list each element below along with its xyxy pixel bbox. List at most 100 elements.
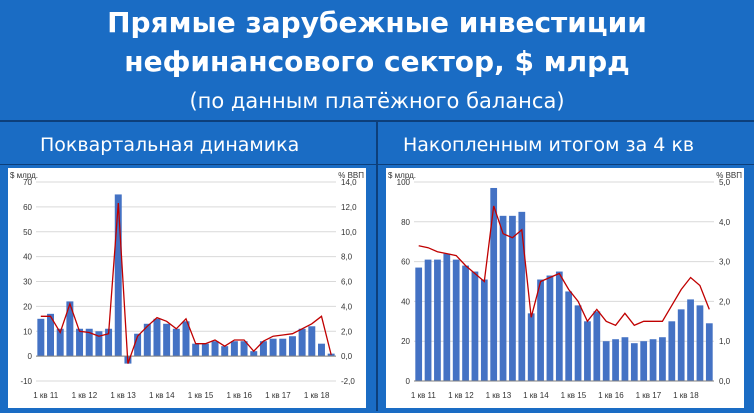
cumulative-bar — [434, 259, 441, 381]
cumulative-x-tick-label: 1 кв 13 — [486, 391, 512, 400]
left-panel-title: Поквартальная динамика — [40, 134, 300, 156]
quarterly-y2-axis-label: % ВВП — [338, 171, 364, 180]
cumulative-gdp-share-line — [418, 205, 710, 327]
panel-divider — [376, 120, 378, 411]
cumulative-bar — [668, 321, 676, 381]
quarterly-y2-tick-label: 2,0 — [341, 327, 353, 336]
cumulative-x-tick-label: 1 кв 15 — [561, 391, 587, 400]
quarterly-bar — [201, 343, 209, 357]
cumulative-y-tick-label: 0 — [406, 377, 411, 386]
quarterly-y2-tick-label: 6,0 — [341, 278, 353, 287]
quarterly-bar — [153, 318, 161, 357]
quarterly-bar — [114, 194, 122, 357]
cumulative-bar — [593, 311, 601, 381]
quarterly-bar — [66, 301, 74, 357]
cumulative-chart: $ млрд. % ВВП 0 20 40 60 80 100 0,0 1,0 2,0 3,0 4,0 5… — [386, 168, 744, 408]
cumulative-x-tick-label: 1 кв 11 — [411, 391, 437, 400]
cumulative-bar — [546, 275, 554, 381]
quarterly-y-tick-label: 70 — [23, 178, 32, 187]
quarterly-bar — [250, 351, 258, 357]
cumulative-y-tick-label: 20 — [401, 337, 410, 346]
quarterly-y2-tick-label: 12,0 — [341, 203, 357, 212]
cumulative-bar — [659, 337, 666, 381]
quarterly-y2-tick-label: 10,0 — [341, 228, 357, 237]
quarterly-y-tick-label: -10 — [20, 377, 32, 386]
cumulative-bar — [415, 267, 423, 381]
cumulative-bar — [490, 187, 498, 381]
quarterly-y2-tick-label: -2,0 — [341, 377, 355, 386]
quarterly-y-tick-label: 50 — [23, 228, 32, 237]
quarterly-gdp-share-line — [40, 203, 332, 364]
cumulative-bar — [574, 305, 582, 381]
quarterly-bar — [85, 328, 93, 357]
cumulative-x-tick-label: 1 кв 18 — [673, 391, 699, 400]
panel-header-divider — [0, 164, 754, 165]
quarterly-x-tick-label: 1 кв 13 — [110, 391, 136, 400]
cumulative-bar — [640, 341, 648, 381]
quarterly-bar — [240, 341, 248, 357]
cumulative-y2-axis-label: % ВВП — [716, 171, 742, 180]
cumulative-bar — [424, 259, 432, 381]
cumulative-y2-tick-label: 3,0 — [719, 258, 731, 267]
quarterly-bar — [211, 341, 219, 357]
quarterly-bar — [143, 323, 151, 357]
cumulative-y2-tick-label: 0,0 — [719, 377, 731, 386]
cumulative-y2-tick-label: 4,0 — [719, 218, 731, 227]
cumulative-bar — [649, 339, 657, 381]
slide-subtitle: (по данным платёжного баланса) — [189, 89, 565, 113]
cumulative-y2-tick-label: 5,0 — [719, 178, 731, 187]
cumulative-bar — [696, 305, 704, 381]
cumulative-y-axis-label: $ млрд. — [388, 171, 416, 180]
cumulative-bar — [443, 253, 451, 381]
quarterly-bar — [134, 333, 142, 357]
quarterly-x-tick-label: 1 кв 17 — [265, 391, 291, 400]
quarterly-x-tick-label: 1 кв 11 — [33, 391, 59, 400]
quarterly-bar — [288, 336, 296, 357]
quarterly-bar — [47, 313, 54, 357]
quarterly-bar — [318, 343, 325, 357]
quarterly-y-tick-label: 30 — [23, 278, 32, 287]
quarterly-bar — [279, 338, 287, 357]
quarterly-x-tick-label: 1 кв 16 — [226, 391, 252, 400]
slide-title-line-2: нефинансового сектор, $ млрд — [124, 45, 630, 78]
quarterly-chart: $ млрд. % ВВП -10 0 10 20 30 40 50 60 70 -2,0 0,0 2,0… — [8, 168, 366, 408]
quarterly-chart-svg: $ млрд. % ВВП -10 0 10 20 30 40 50 60 70 -2,0 0,0 2,0… — [10, 171, 364, 400]
cumulative-bar — [537, 279, 544, 381]
cumulative-bar — [584, 321, 591, 381]
quarterly-bar — [298, 328, 306, 357]
quarterly-bar — [259, 341, 267, 357]
right-panel-title: Накопленным итогом за 4 кв — [403, 134, 695, 156]
cumulative-bar — [612, 339, 619, 381]
cumulative-y-tick-label: 60 — [401, 258, 410, 267]
cumulative-bar — [602, 341, 610, 381]
cumulative-bar — [462, 265, 469, 381]
cumulative-bar — [499, 215, 507, 381]
cumulative-bar — [705, 323, 713, 381]
cumulative-bar — [677, 309, 685, 381]
quarterly-bar — [172, 328, 180, 357]
quarterly-x-tick-label: 1 кв 12 — [72, 391, 98, 400]
cumulative-x-tick-label: 1 кв 16 — [598, 391, 624, 400]
quarterly-y2-tick-label: 14,0 — [341, 178, 357, 187]
quarterly-bar — [221, 346, 229, 357]
cumulative-bar — [630, 343, 638, 381]
cumulative-y-tick-label: 100 — [397, 178, 411, 187]
quarterly-y-tick-label: 20 — [23, 302, 32, 311]
cumulative-y-tick-label: 40 — [401, 297, 410, 306]
cumulative-x-tick-label: 1 кв 12 — [448, 391, 474, 400]
quarterly-bar — [230, 341, 238, 357]
cumulative-bar — [518, 211, 526, 381]
quarterly-bar — [192, 343, 200, 357]
cumulative-x-tick-label: 1 кв 17 — [636, 391, 662, 400]
quarterly-bar — [163, 323, 171, 357]
quarterly-bar — [37, 318, 45, 357]
quarterly-y-tick-label: 40 — [23, 253, 32, 262]
cumulative-y-tick-label: 80 — [401, 218, 410, 227]
quarterly-y2-tick-label: 0,0 — [341, 352, 353, 361]
cumulative-bar — [527, 313, 535, 381]
cumulative-bar — [480, 279, 488, 381]
cumulative-y2-tick-label: 1,0 — [719, 337, 731, 346]
quarterly-x-tick-label: 1 кв 14 — [149, 391, 175, 400]
quarterly-y-axis-label: $ млрд. — [10, 171, 38, 180]
